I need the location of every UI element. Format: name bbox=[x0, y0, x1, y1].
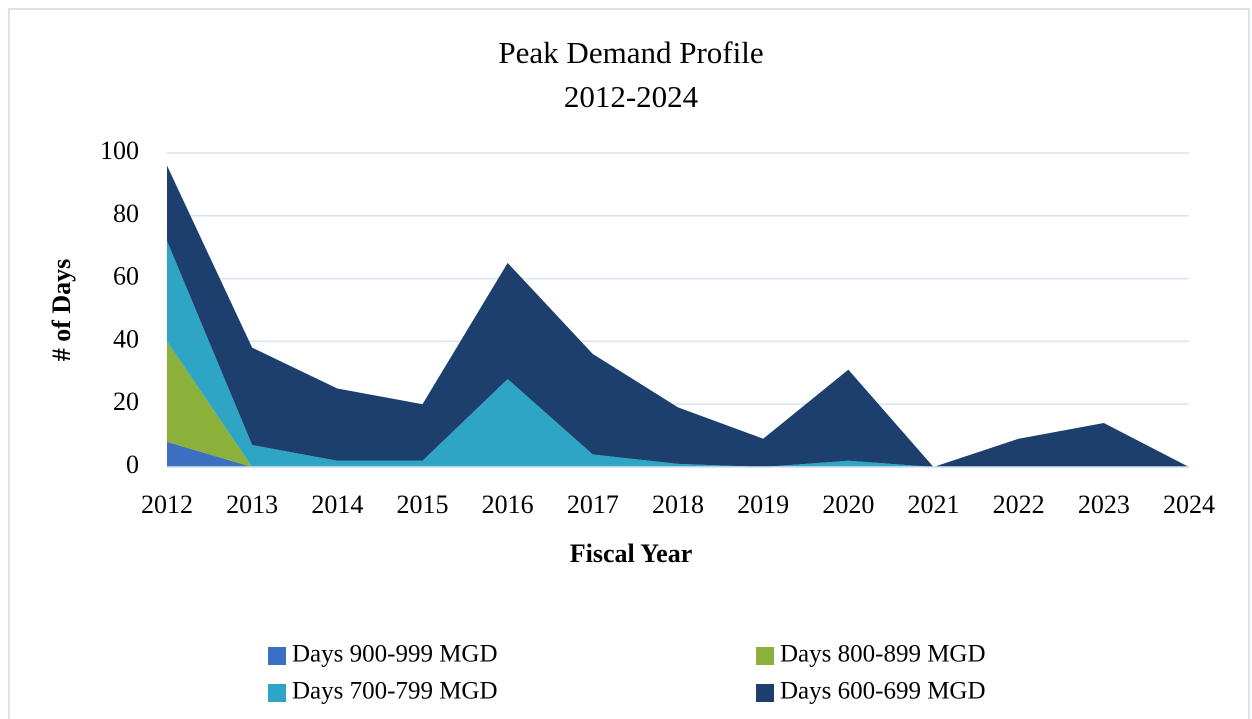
legend-label: Days 900-999 MGD bbox=[292, 641, 498, 668]
legend-swatch bbox=[268, 684, 286, 702]
x-tick-label: 2012 bbox=[141, 490, 193, 519]
y-tick-label: 100 bbox=[100, 136, 139, 165]
legend-label: Days 600-699 MGD bbox=[780, 678, 986, 705]
x-tick-label: 2013 bbox=[226, 490, 278, 519]
legend-label: Days 700-799 MGD bbox=[292, 678, 498, 705]
x-tick-label: 2024 bbox=[1163, 490, 1215, 519]
chart-frame bbox=[8, 8, 1250, 719]
y-tick-label: 60 bbox=[113, 262, 139, 291]
x-tick-label: 2017 bbox=[567, 490, 619, 519]
area bbox=[167, 165, 1189, 467]
x-tick-label: 2015 bbox=[397, 490, 449, 519]
chart-title: Peak Demand Profile bbox=[498, 35, 763, 70]
x-tick-label: 2016 bbox=[482, 490, 534, 519]
x-tick-label: 2019 bbox=[737, 490, 789, 519]
y-tick-label: 20 bbox=[113, 387, 139, 416]
legend-swatch bbox=[756, 647, 774, 665]
y-tick-label: 0 bbox=[126, 450, 139, 479]
legend-label: Days 800-899 MGD bbox=[780, 641, 986, 668]
x-tick-label: 2014 bbox=[311, 490, 363, 519]
x-tick-label: 2018 bbox=[652, 490, 704, 519]
legend-swatch bbox=[268, 647, 286, 665]
x-tick-label: 2021 bbox=[908, 490, 960, 519]
chart-subtitle: 2012-2024 bbox=[564, 79, 699, 114]
x-tick-label: 2020 bbox=[822, 490, 874, 519]
x-tick-label: 2022 bbox=[993, 490, 1045, 519]
legend-swatch bbox=[756, 684, 774, 702]
x-tick-label: 2023 bbox=[1078, 490, 1130, 519]
x-axis-title: Fiscal Year bbox=[570, 539, 693, 568]
y-tick-label: 40 bbox=[113, 324, 139, 353]
y-tick-label: 80 bbox=[113, 199, 139, 228]
y-axis-title: # of Days bbox=[47, 259, 76, 362]
